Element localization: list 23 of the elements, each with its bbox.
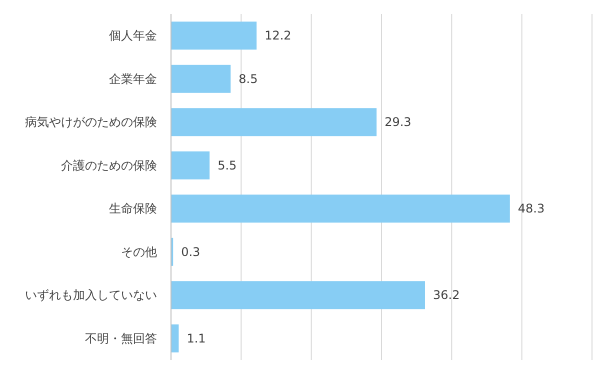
data-label: 5.5 bbox=[218, 158, 237, 172]
bar bbox=[171, 194, 510, 223]
y-tick-label: 企業年金 bbox=[109, 72, 157, 86]
data-label: 0.3 bbox=[181, 244, 200, 259]
y-tick-label: 不明・無回答 bbox=[85, 331, 157, 346]
bar bbox=[171, 151, 210, 180]
y-tick-label: いずれも加入していない bbox=[25, 288, 157, 302]
y-tick-label: 病気やけがのための保険 bbox=[25, 115, 157, 130]
data-label: 48.3 bbox=[518, 202, 545, 216]
bar bbox=[171, 324, 179, 352]
bar bbox=[171, 108, 377, 136]
bar bbox=[171, 281, 426, 310]
y-tick-label: 生命保険 bbox=[109, 202, 157, 216]
y-tick-label: 介護のための保険 bbox=[61, 158, 157, 172]
data-label: 36.2 bbox=[433, 288, 460, 302]
data-label: 8.5 bbox=[238, 72, 258, 86]
data-label: 12.2 bbox=[264, 28, 292, 43]
bar bbox=[171, 22, 257, 50]
bar bbox=[171, 64, 231, 93]
data-label: 1.1 bbox=[186, 331, 206, 346]
data-label: 29.3 bbox=[384, 115, 412, 130]
y-tick-label: 個人年金 bbox=[109, 28, 157, 43]
y-tick-label: その他 bbox=[121, 244, 157, 259]
